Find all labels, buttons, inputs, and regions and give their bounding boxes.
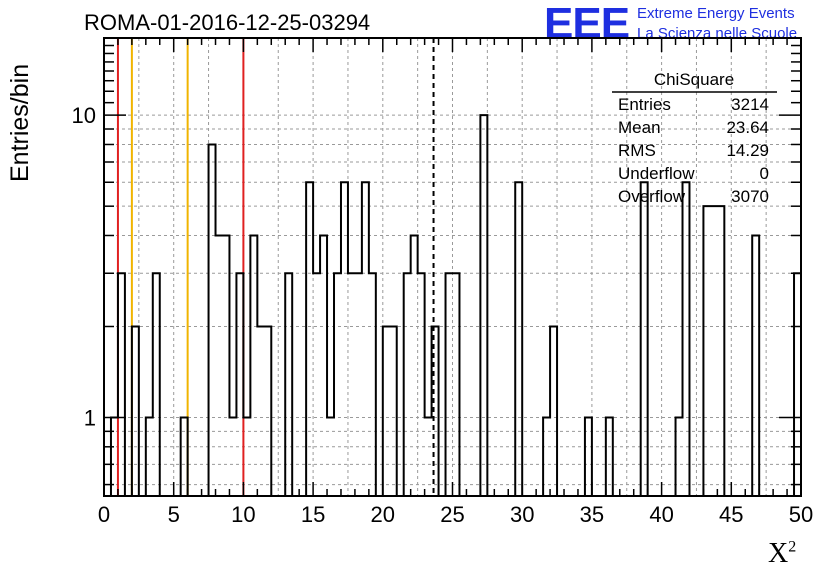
histogram-bin [153,273,160,496]
stats-label: Mean [618,118,661,137]
histogram-bin [320,235,327,496]
x-tick-label: 30 [510,502,534,527]
histogram-bin [453,273,460,496]
y-tick-label: 10 [72,103,96,128]
x-tick-label: 45 [719,502,743,527]
x-tick-label: 40 [649,502,673,527]
histogram-bin [362,182,369,496]
histogram-bin [118,273,125,496]
x-tick-label: 15 [301,502,325,527]
x-axis-label-sup: 2 [788,538,797,556]
histogram-bin [216,235,223,496]
x-tick-label: 5 [168,502,180,527]
chart-title: ROMA-01-2016-12-25-03294 [84,10,371,35]
histogram-bin [285,273,292,496]
histogram-bin [641,182,648,496]
x-axis-label: X2 [768,538,796,570]
stats-label: Entries [618,95,671,114]
histogram-bin [250,235,257,496]
x-tick-label: 35 [580,502,604,527]
histogram-bin [404,273,411,496]
histogram-bin [341,182,348,496]
histogram-bin [794,273,801,496]
histogram-bin [446,273,453,496]
histogram-bin [383,326,390,496]
histogram-bin [703,206,710,496]
stats-value: 23.64 [726,118,769,137]
histogram-bin [418,273,425,496]
stats-label: Overflow [618,187,686,206]
histogram-bin [334,273,341,496]
logo-line-1: Extreme Energy Events [637,5,795,22]
histogram-bin [348,273,355,496]
histogram-bin [369,273,376,496]
stats-label: Underflow [618,164,695,183]
x-axis-label-base: X [768,538,789,569]
x-tick-label: 50 [789,502,813,527]
histogram-bin [306,182,313,496]
histogram-bin [480,115,487,496]
histogram-bin [236,273,243,496]
histogram-bin [390,326,397,496]
histogram-bin [710,206,717,496]
histogram-bin [411,235,418,496]
histogram-bin [355,273,362,496]
stats-value: 3070 [731,187,769,206]
histogram-bin [257,326,264,496]
histogram-bin [222,235,229,496]
histogram-bin [209,144,216,496]
histogram-bin [132,326,139,496]
x-tick-label: 20 [371,502,395,527]
x-tick-label: 10 [231,502,255,527]
x-tick-label: 25 [440,502,464,527]
histogram-bin [717,206,724,496]
y-tick-label: 1 [84,406,96,431]
stats-label: RMS [618,141,656,160]
x-tick-label: 0 [98,502,110,527]
histogram-bin [683,182,690,496]
histogram-bin [752,235,759,496]
stats-value: 3214 [731,95,769,114]
stats-value: 14.29 [726,141,769,160]
stats-value: 0 [760,164,769,183]
stats-title: ChiSquare [654,70,734,89]
histogram-bin [550,326,557,496]
histogram-bin [515,182,522,496]
histogram-bin [313,273,320,496]
histogram-bin [264,326,271,496]
